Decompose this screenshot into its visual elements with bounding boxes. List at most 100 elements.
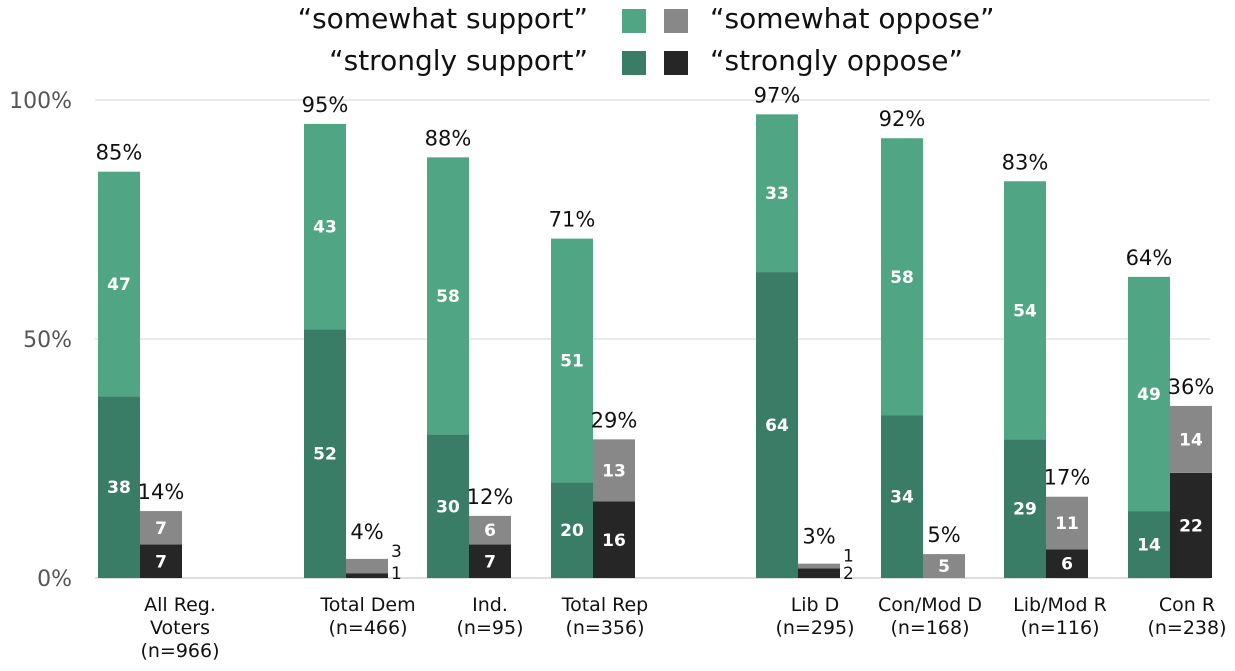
bar-somewhat-support	[427, 157, 469, 435]
bar-somewhat-support	[1128, 276, 1170, 512]
total-oppose-label: 29%	[591, 408, 638, 432]
y-tick-label: 50%	[23, 328, 72, 353]
total-support-label: 92%	[879, 107, 926, 131]
data-label-somewhat-oppose: 3	[391, 542, 402, 562]
bar-somewhat-oppose	[346, 558, 388, 574]
data-label-strongly-support: 30	[436, 497, 460, 517]
bar-somewhat-support	[1004, 181, 1046, 440]
data-label-somewhat-support: 58	[436, 287, 460, 307]
data-label-somewhat-oppose: 14	[1179, 430, 1203, 450]
bar-somewhat-oppose	[593, 439, 635, 502]
total-support-label: 97%	[754, 83, 801, 107]
legend-label-somewhat_support: “somewhat support”	[298, 2, 588, 35]
total-oppose-label: 3%	[802, 525, 835, 549]
data-label-somewhat-support: 43	[313, 218, 337, 238]
legend-label-somewhat_oppose: “somewhat oppose”	[710, 2, 995, 35]
bar-somewhat-support	[98, 171, 140, 397]
bar-strongly-oppose	[140, 544, 182, 578]
bar-somewhat-support	[551, 238, 593, 483]
data-label-strongly-support: 14	[1137, 536, 1161, 556]
category-label: Con/Mod D	[878, 594, 982, 616]
data-label-somewhat-support: 54	[1013, 301, 1037, 321]
category-label: (n=966)	[140, 640, 219, 662]
data-label-strongly-oppose: 7	[484, 552, 496, 572]
category-label: (n=116)	[1020, 617, 1099, 639]
data-label-somewhat-support: 33	[765, 184, 789, 204]
bar-somewhat-oppose	[923, 554, 965, 578]
bar-strongly-oppose	[469, 544, 511, 578]
data-label-somewhat-oppose: 7	[155, 519, 167, 539]
bar-strongly-support	[551, 482, 593, 578]
bar-somewhat-support	[304, 123, 346, 330]
category-label: Voters	[150, 617, 210, 639]
total-support-label: 71%	[549, 208, 596, 232]
category-label: (n=168)	[890, 617, 969, 639]
category-label: Ind.	[472, 594, 508, 616]
data-label-somewhat-support: 58	[890, 268, 914, 288]
category-label: Lib/Mod R	[1013, 594, 1107, 616]
total-support-label: 64%	[1126, 246, 1173, 270]
data-label-strongly-support: 52	[313, 445, 337, 465]
bar-strongly-support	[1004, 439, 1046, 578]
bar-strongly-oppose	[593, 501, 635, 578]
category-label: All Reg.	[144, 594, 216, 616]
legend-swatch-strongly_oppose	[664, 51, 688, 75]
category-label: Lib D	[791, 594, 840, 616]
data-label-somewhat-support: 51	[560, 352, 584, 372]
data-label-strongly-oppose: 22	[1179, 516, 1203, 536]
bar-somewhat-oppose	[798, 563, 840, 569]
category-label: Total Rep	[561, 594, 649, 616]
category-label: Total Dem	[319, 594, 415, 616]
bar-strongly-oppose	[1170, 472, 1212, 578]
data-label-strongly-oppose: 7	[155, 552, 167, 572]
category-label: (n=295)	[775, 617, 854, 639]
bar-strongly-support	[1128, 511, 1170, 578]
legend-swatch-somewhat_support	[622, 9, 646, 33]
bar-strongly-support	[304, 329, 346, 578]
category-label: (n=95)	[457, 617, 524, 639]
y-tick-label: 100%	[9, 89, 72, 114]
bar-somewhat-support	[756, 114, 798, 273]
total-oppose-label: 5%	[927, 523, 960, 547]
data-label-somewhat-oppose: 13	[602, 461, 626, 481]
bar-strongly-oppose	[798, 568, 840, 578]
data-label-strongly-support: 64	[765, 416, 789, 436]
bar-somewhat-oppose	[140, 511, 182, 545]
data-label-strongly-support: 29	[1013, 500, 1037, 520]
bar-strongly-support	[427, 434, 469, 578]
category-label: (n=238)	[1147, 617, 1226, 639]
total-support-label: 88%	[425, 126, 472, 150]
category-label: Con R	[1159, 594, 1215, 616]
legend-label-strongly_support: “strongly support”	[329, 44, 588, 77]
total-oppose-label: 14%	[138, 480, 185, 504]
data-label-strongly-oppose: 1	[391, 564, 402, 584]
category-label: (n=466)	[328, 617, 407, 639]
data-label-somewhat-support: 49	[1137, 385, 1161, 405]
data-label-strongly-oppose: 2	[843, 564, 854, 584]
total-oppose-label: 17%	[1044, 466, 1091, 490]
data-label-somewhat-oppose: 5	[938, 557, 950, 577]
data-label-somewhat-oppose: 1	[843, 547, 854, 567]
bar-somewhat-support	[881, 138, 923, 416]
bar-strongly-support	[756, 272, 798, 578]
category-label: (n=356)	[565, 617, 644, 639]
data-label-strongly-oppose: 6	[1061, 555, 1073, 575]
total-support-label: 83%	[1002, 150, 1049, 174]
data-label-somewhat-support: 47	[107, 275, 131, 295]
bar-somewhat-oppose	[469, 515, 511, 545]
data-label-strongly-support: 20	[560, 521, 584, 541]
data-label-strongly-oppose: 16	[602, 531, 626, 551]
total-oppose-label: 4%	[350, 520, 383, 544]
legend-swatch-somewhat_oppose	[664, 9, 688, 33]
bar-somewhat-oppose	[1046, 496, 1088, 550]
data-label-somewhat-oppose: 11	[1055, 514, 1079, 534]
total-support-label: 85%	[96, 141, 143, 165]
bar-somewhat-oppose	[1170, 405, 1212, 473]
total-oppose-label: 36%	[1168, 375, 1215, 399]
bar-strongly-support	[98, 396, 140, 578]
data-label-strongly-support: 34	[890, 488, 914, 508]
total-support-label: 95%	[302, 93, 349, 117]
bar-strongly-oppose	[1046, 549, 1088, 578]
bar-strongly-oppose	[346, 573, 388, 578]
